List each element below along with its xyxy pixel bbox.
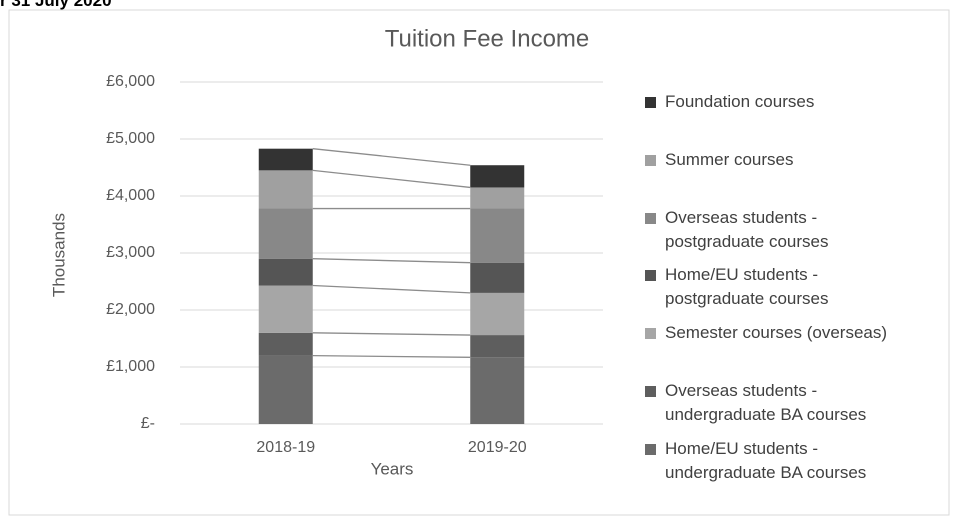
series-line (312, 148, 471, 166)
bar-segment (258, 148, 313, 171)
series-line (312, 258, 471, 264)
series-line (312, 284, 471, 294)
legend-swatch (645, 270, 656, 282)
legend-item: Semester courses (overseas) (645, 321, 956, 345)
legend-item: Overseas students - postgraduate courses (645, 206, 956, 254)
legend-swatch (645, 97, 656, 108)
legend-swatch (645, 386, 656, 397)
y-tick-label: £4,000 (106, 187, 155, 204)
series-line (312, 354, 471, 358)
header-note: r 31 July 2020 (0, 0, 112, 10)
y-tick-label: £5,000 (106, 130, 155, 147)
bar-segment (470, 187, 525, 209)
legend-swatch (645, 212, 656, 224)
bar-segment (258, 332, 313, 356)
series-line (312, 332, 471, 336)
legend-item: Home/EU students - postgraduate courses (645, 263, 956, 311)
bar-segment (470, 292, 525, 336)
bar-segment (470, 335, 525, 358)
bar-segment (258, 258, 313, 286)
bar-segment (470, 262, 525, 293)
bar-segment (470, 357, 525, 424)
x-axis-label: Years (371, 459, 414, 478)
legend-label: Overseas students - undergraduate BA cou… (665, 381, 867, 424)
y-tick-label: £3,000 (106, 244, 155, 261)
y-axis-label: Thousands (49, 213, 68, 297)
series-line (312, 169, 471, 189)
bar-segment (470, 208, 525, 263)
bar-segment (258, 285, 313, 333)
legend-item: Overseas students - undergraduate BA cou… (645, 379, 956, 427)
legend-swatch (645, 328, 656, 340)
x-tick-label: 2018-19 (256, 439, 315, 456)
legend-label: Home/EU students - undergraduate BA cour… (665, 438, 867, 482)
legend-item: Home/EU students - undergraduate BA cour… (645, 437, 956, 485)
x-tick-label: 2019-20 (468, 439, 527, 456)
legend-label: Overseas students - postgraduate courses (665, 207, 829, 251)
bar-segment (470, 165, 525, 188)
y-tick-label: £1,000 (106, 358, 155, 375)
y-tick-label: £6,000 (106, 73, 155, 90)
y-tick-label: £- (141, 415, 155, 432)
y-tick-label: £2,000 (106, 301, 155, 318)
bar-segment (258, 208, 313, 259)
legend-swatch (645, 154, 656, 166)
chart-title: Tuition Fee Income (385, 25, 590, 52)
bar-segment (258, 170, 313, 209)
legend-swatch (645, 443, 656, 455)
legend-label: Summer courses (665, 149, 794, 169)
legend-label: Foundation courses (665, 92, 815, 111)
legend-item: Foundation courses (645, 90, 956, 114)
legend-label: Home/EU students - postgraduate courses (665, 265, 829, 309)
bar-segment (258, 355, 313, 424)
legend-label: Semester courses (overseas) (665, 323, 888, 343)
chart-frame (8, 9, 950, 516)
legend-item: Summer courses (645, 148, 956, 172)
